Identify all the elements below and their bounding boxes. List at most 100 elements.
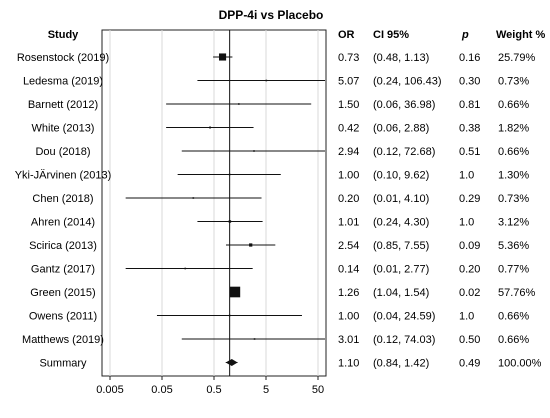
ci-value: (0.24, 106.43)	[373, 76, 442, 88]
effect-marker	[265, 79, 268, 82]
weight-value: 0.73%	[498, 193, 529, 205]
header-weight: Weight %	[496, 29, 546, 41]
or-value: 0.20	[338, 193, 359, 205]
study-row: Ledesma (2019) 5.07 (0.24, 106.43) 0.30 0.73…	[23, 76, 529, 88]
effect-marker	[253, 338, 256, 340]
weight-value: 0.73%	[498, 76, 529, 88]
study-rows: Rosenstock (2019) 0.73 (0.48, 1.13) 0.16 25.…	[15, 52, 542, 370]
x-tick-label: 0.5	[206, 384, 221, 396]
study-row: Green (2015) 1.26 (1.04, 1.54) 0.02 57.76%	[30, 286, 536, 299]
weight-value: 3.12%	[498, 217, 529, 229]
p-value: 0.09	[459, 240, 480, 252]
study-row: Barnett (2012) 1.50 (0.06, 36.98) 0.81 0.66%	[28, 99, 530, 111]
summary-row: Summary 1.10 (0.84, 1.42) 0.49 100.00%	[39, 358, 541, 370]
ci-value: (0.84, 1.42)	[373, 358, 429, 370]
ci-value: (0.85, 7.55)	[373, 240, 429, 252]
study-name: Yki-JÄrvinen (2013)	[15, 170, 112, 182]
ci-value: (0.12, 74.03)	[373, 334, 435, 346]
weight-value: 0.66%	[498, 311, 529, 323]
study-name: Ledesma (2019)	[23, 76, 103, 88]
p-value: 0.02	[459, 287, 480, 299]
p-value: 1.0	[459, 311, 474, 323]
or-value: 3.01	[338, 334, 359, 346]
weight-value: 25.79%	[498, 52, 536, 64]
effect-marker	[218, 53, 227, 61]
study-name: Gantz (2017)	[31, 264, 95, 276]
effect-marker	[228, 173, 231, 176]
ci-value: (0.06, 2.88)	[373, 123, 429, 135]
study-name: Rosenstock (2019)	[17, 52, 109, 64]
grid-lines	[109, 30, 319, 376]
effect-marker	[209, 126, 212, 129]
study-row: Rosenstock (2019) 0.73 (0.48, 1.13) 0.16 25.…	[17, 52, 536, 64]
or-value: 1.50	[338, 99, 359, 111]
ci-value: (0.12, 72.68)	[373, 146, 435, 158]
or-value: 1.00	[338, 311, 359, 323]
p-value: 0.49	[459, 358, 480, 370]
ci-value: (0.24, 4.30)	[373, 217, 429, 229]
study-row: Chen (2018) 0.20 (0.01, 4.10) 0.29 0.73%	[32, 193, 529, 205]
effect-marker	[249, 243, 253, 247]
header-study: Study	[48, 29, 79, 41]
p-value: 0.30	[459, 76, 480, 88]
ci-value: (0.48, 1.13)	[373, 52, 429, 64]
effect-marker	[192, 197, 195, 199]
p-value: 0.50	[459, 334, 480, 346]
p-value: 0.51	[459, 146, 480, 158]
effect-marker	[229, 286, 241, 298]
study-row: Matthews (2019) 3.01 (0.12, 74.03) 0.50 0.66…	[22, 334, 529, 346]
p-value: 1.0	[459, 217, 474, 229]
or-value: 1.10	[338, 358, 359, 370]
ci-value: (0.10, 9.62)	[373, 170, 429, 182]
study-row: Dou (2018) 2.94 (0.12, 72.68) 0.51 0.66%	[35, 146, 529, 158]
p-value: 0.81	[459, 99, 480, 111]
study-name: Summary	[39, 358, 87, 370]
ci-value: (0.01, 2.77)	[373, 264, 429, 276]
header-p: p	[461, 29, 469, 41]
or-value: 1.01	[338, 217, 359, 229]
effect-marker	[184, 267, 187, 270]
summary-diamond	[225, 359, 238, 366]
study-name: White (2013)	[32, 123, 95, 135]
weight-value: 5.36%	[498, 240, 529, 252]
p-value: 1.0	[459, 170, 474, 182]
header-or: OR	[338, 29, 355, 41]
ci-value: (1.04, 1.54)	[373, 287, 429, 299]
or-value: 0.73	[338, 52, 359, 64]
p-value: 0.20	[459, 264, 480, 276]
x-axis: 0.005 0.05 0.5 5 50	[96, 376, 324, 396]
x-tick-label: 50	[312, 384, 324, 396]
x-tick-label: 5	[263, 384, 269, 396]
weight-value: 0.66%	[498, 334, 529, 346]
study-row: Gantz (2017) 0.14 (0.01, 2.77) 0.20 0.77%	[31, 264, 530, 276]
study-name: Dou (2018)	[35, 146, 90, 158]
ci-value: (0.01, 4.10)	[373, 193, 429, 205]
p-value: 0.16	[459, 52, 480, 64]
ci-value: (0.06, 36.98)	[373, 99, 435, 111]
study-row: Owens (2011) 1.00 (0.04, 24.59) 1.0 0.66%	[29, 311, 530, 323]
effect-marker	[228, 314, 231, 317]
or-value: 5.07	[338, 76, 359, 88]
or-value: 0.42	[338, 123, 359, 135]
weight-value: 0.77%	[498, 264, 529, 276]
chart-title: DPP-4i vs Placebo	[219, 8, 324, 22]
study-name: Chen (2018)	[32, 193, 93, 205]
x-tick-label: 0.05	[151, 384, 172, 396]
weight-value: 0.66%	[498, 99, 529, 111]
or-value: 0.14	[338, 264, 359, 276]
weight-value: 57.76%	[498, 287, 536, 299]
header-ci: CI 95%	[373, 29, 409, 41]
effect-marker	[238, 103, 240, 105]
effect-marker	[253, 150, 255, 152]
or-value: 1.26	[338, 287, 359, 299]
study-name: Owens (2011)	[29, 311, 97, 323]
weight-value: 1.30%	[498, 170, 529, 182]
or-value: 1.00	[338, 170, 359, 182]
study-row: Scirica (2013) 2.54 (0.85, 7.55) 0.09 5.36%	[29, 240, 529, 252]
study-row: White (2013) 0.42 (0.06, 2.88) 0.38 1.82%	[32, 123, 530, 135]
weight-value: 100.00%	[498, 358, 542, 370]
study-name: Barnett (2012)	[28, 99, 98, 111]
or-value: 2.94	[338, 146, 359, 158]
p-value: 0.29	[459, 193, 480, 205]
or-value: 2.54	[338, 240, 359, 252]
